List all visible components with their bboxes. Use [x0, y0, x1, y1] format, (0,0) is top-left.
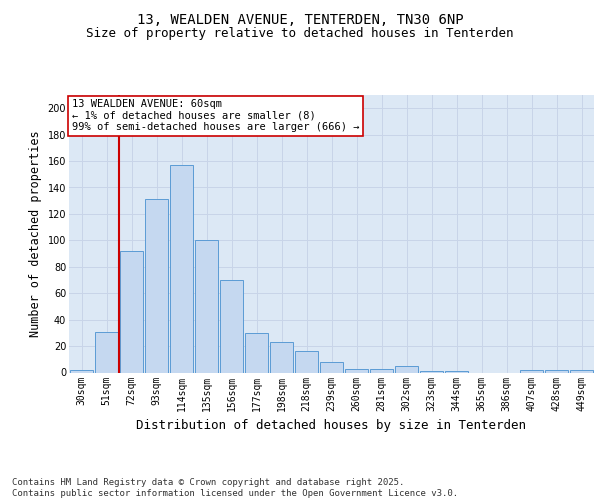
Bar	[344, 368, 368, 372]
Bar	[545, 370, 568, 372]
Bar	[70, 370, 94, 372]
Bar	[569, 370, 593, 372]
Text: 13, WEALDEN AVENUE, TENTERDEN, TN30 6NP: 13, WEALDEN AVENUE, TENTERDEN, TN30 6NP	[137, 12, 463, 26]
Bar	[220, 280, 244, 372]
Text: Size of property relative to detached houses in Tenterden: Size of property relative to detached ho…	[86, 28, 514, 40]
Bar	[245, 333, 268, 372]
Bar	[194, 240, 218, 372]
Bar	[520, 370, 544, 372]
Bar	[320, 362, 343, 372]
Bar	[95, 332, 118, 372]
Bar	[445, 371, 469, 372]
Text: 13 WEALDEN AVENUE: 60sqm
← 1% of detached houses are smaller (8)
99% of semi-det: 13 WEALDEN AVENUE: 60sqm ← 1% of detache…	[71, 99, 359, 132]
Bar	[145, 200, 169, 372]
Bar	[370, 368, 394, 372]
Y-axis label: Number of detached properties: Number of detached properties	[29, 130, 42, 337]
Bar	[269, 342, 293, 372]
Bar	[419, 371, 443, 372]
X-axis label: Distribution of detached houses by size in Tenterden: Distribution of detached houses by size …	[137, 419, 527, 432]
Bar	[295, 352, 319, 372]
Bar	[395, 366, 418, 372]
Bar	[170, 165, 193, 372]
Bar	[119, 251, 143, 372]
Text: Contains HM Land Registry data © Crown copyright and database right 2025.
Contai: Contains HM Land Registry data © Crown c…	[12, 478, 458, 498]
